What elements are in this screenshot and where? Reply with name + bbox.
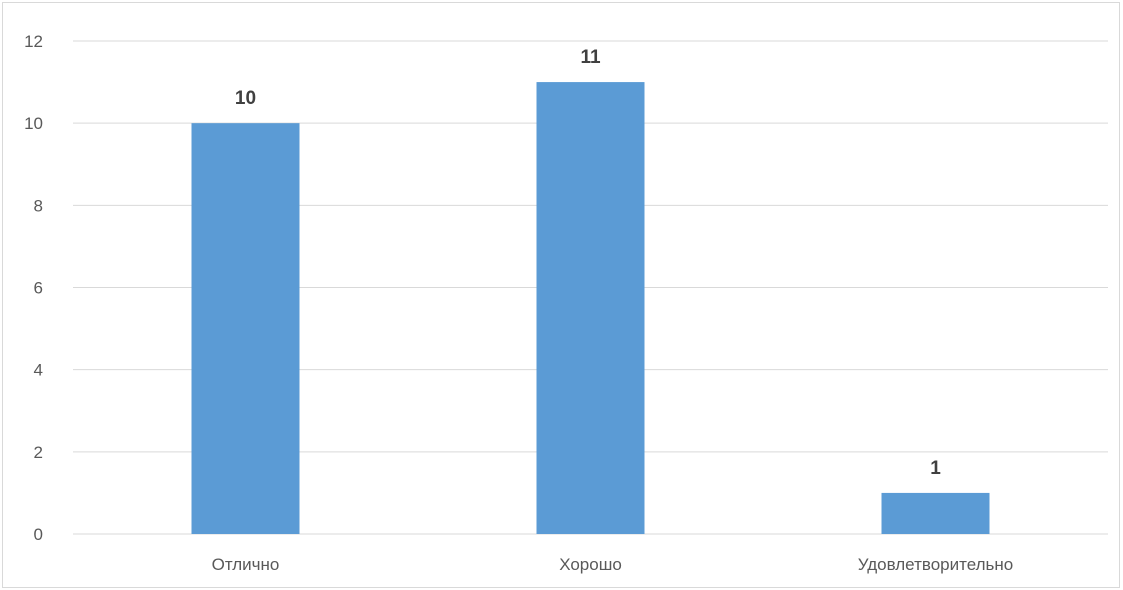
y-tick-label: 4 [34, 361, 43, 380]
y-tick-label: 2 [34, 443, 43, 462]
bars [192, 82, 990, 534]
y-tick-label: 0 [34, 525, 43, 544]
data-label: 11 [580, 47, 601, 68]
bar [192, 123, 300, 534]
y-tick-label: 10 [24, 114, 43, 133]
x-tick-label: Удовлетворительно [858, 555, 1013, 574]
data-label: 1 [930, 458, 941, 479]
y-tick-label: 8 [34, 196, 43, 215]
x-tick-label: Отлично [212, 555, 280, 574]
x-tick-label: Хорошо [559, 555, 622, 574]
y-tick-label: 12 [24, 32, 43, 51]
bar [537, 82, 645, 534]
x-axis: Отлично Хорошо Удовлетворительно [212, 555, 1014, 574]
bar [882, 493, 990, 534]
data-label: 10 [235, 88, 256, 109]
y-tick-label: 6 [34, 279, 43, 298]
y-axis: 0 2 4 6 8 10 12 [24, 32, 43, 544]
